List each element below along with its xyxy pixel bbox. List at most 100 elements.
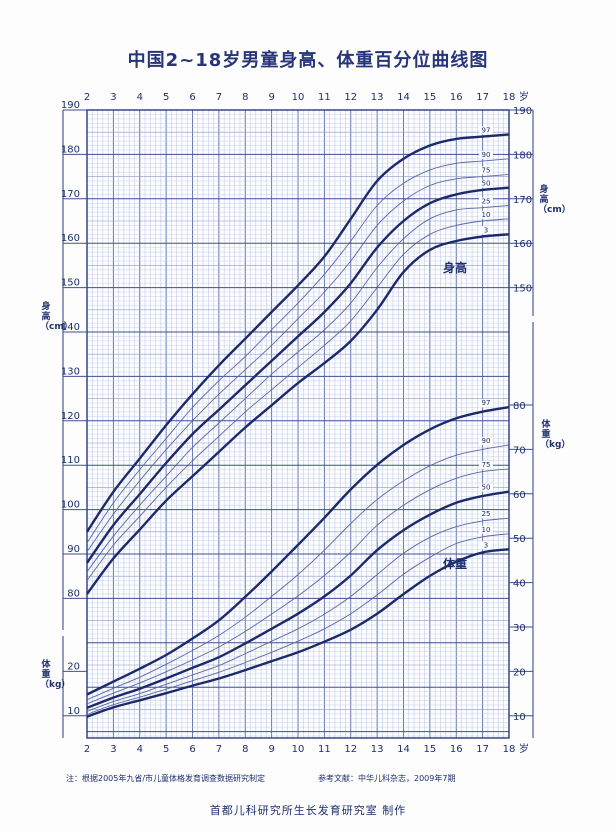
right-weight-axis-label: 体重（kg） (540, 420, 571, 450)
x-tick-label-bottom: 8 (242, 744, 248, 755)
weight-centile-10-line (86, 533, 510, 715)
x-tick-label-bottom: 11 (318, 744, 331, 755)
x-tick-label-bottom: 17 (476, 744, 489, 755)
height-centile-90-label: 90 (482, 151, 491, 159)
weight-centile-97-tag-bg (479, 399, 493, 408)
height-centile-10-tag-bg (479, 210, 493, 219)
height-right-tick-label: 170 (513, 195, 532, 206)
weight-left-tick-label: 10 (67, 706, 80, 717)
height-left-tick-label: 100 (61, 500, 80, 511)
x-tick-label-bottom: 3 (110, 744, 116, 755)
height-centile-10-label: 10 (482, 211, 491, 219)
right-height-axis-label: 身高（cm） (538, 185, 571, 215)
weight-centile-90-label: 90 (482, 437, 491, 445)
weight-centile-50-label: 50 (482, 484, 491, 492)
height-centile-50-label: 50 (482, 180, 491, 188)
x-unit-label-bottom: 岁 (519, 742, 529, 755)
height-left-tick-label: 140 (61, 322, 80, 333)
height-left-tick-label: 90 (67, 544, 80, 555)
footer-note: 注：根据2005年九省/市儿童体格发育调查数据研究制定 (66, 774, 266, 783)
height-centile-50-tag-bg (479, 179, 493, 188)
weight-centile-10-tag-bg (479, 525, 493, 534)
x-tick-label-top: 9 (268, 92, 274, 103)
height-right-tick-label: 180 (513, 150, 532, 161)
x-tick-label-top: 6 (189, 92, 195, 103)
plot-border (86, 109, 510, 739)
height-left-tick-label: 150 (61, 278, 80, 289)
x-tick-label-top: 17 (476, 92, 489, 103)
x-tick-label-top: 3 (110, 92, 116, 103)
weight-centile-75-label: 75 (482, 461, 491, 469)
x-tick-label-top: 18 (503, 92, 516, 103)
x-tick-label-top: 7 (216, 92, 222, 103)
height-centile-25-tag-bg (479, 197, 493, 206)
footer-maker: 首都儿科研究所生长发育研究室 制作 (209, 804, 407, 817)
height-curves: 3 10 25 50 75 90 97 (85, 126, 510, 595)
weight-right-tick-label: 70 (513, 445, 526, 456)
height-left-tick-label: 180 (61, 144, 80, 155)
weight-centile-25-label: 25 (482, 510, 491, 518)
height-left-tick-label: 190 (61, 100, 80, 111)
x-tick-label-bottom: 6 (189, 744, 195, 755)
height-centile-97-tag-bg (479, 126, 493, 135)
height-centile-75-line (86, 173, 510, 553)
weight-centile-97-label: 97 (482, 399, 491, 407)
weight-right-tick-label: 60 (513, 490, 526, 501)
height-centile-25-label: 25 (482, 197, 491, 205)
weight-right-tick-label: 20 (513, 667, 526, 678)
weight-centile-90-line (86, 444, 510, 701)
height-centile-75-label: 75 (482, 166, 491, 174)
x-tick-label-bottom: 7 (216, 744, 222, 755)
height-centile-90-tag-bg (479, 150, 493, 159)
x-tick-label-top: 2 (84, 92, 90, 103)
height-right-tick-label: 150 (513, 284, 532, 295)
x-tick-label-top: 10 (292, 92, 305, 103)
x-tick-label-top: 16 (450, 92, 463, 103)
height-centile-97-line (85, 133, 510, 533)
weight-right-tick-label: 10 (513, 712, 526, 723)
page-title: 中国2~18岁男童身高、体重百分位曲线图 (127, 50, 489, 71)
height-left-tick-label: 160 (61, 233, 80, 244)
weight-centile-97-line (86, 406, 510, 696)
x-tick-label-top: 8 (242, 92, 248, 103)
weight-left-tick-label: 20 (67, 661, 80, 672)
weight-centile-75-tag-bg (479, 460, 493, 469)
chart-grid (86, 109, 510, 738)
x-tick-label-top: 15 (424, 92, 437, 103)
x-tick-label-bottom: 4 (137, 744, 143, 755)
height-left-tick-label: 130 (61, 366, 80, 377)
left-height-axis-label: 身高（cm） (40, 302, 73, 332)
height-left-tick-label: 120 (61, 411, 80, 422)
x-tick-label-bottom: 9 (268, 744, 274, 755)
weight-centile-3-label: 3 (484, 541, 488, 549)
left-weight-axis-label: 体重（kg） (40, 660, 71, 690)
x-tick-label-bottom: 14 (397, 744, 410, 755)
height-centile-97-label: 97 (482, 126, 491, 134)
weight-right-tick-label: 50 (513, 534, 526, 545)
x-tick-label-top: 14 (397, 92, 410, 103)
height-right-tick-label: 160 (513, 239, 532, 250)
x-tick-label-bottom: 5 (163, 744, 169, 755)
height-centile-3-line (86, 233, 510, 595)
weight-right-tick-label: 80 (513, 401, 526, 412)
height-centile-25-line (86, 205, 510, 573)
height-centile-3-tag-bg (479, 226, 493, 235)
x-tick-label-bottom: 18 (503, 744, 516, 755)
x-tick-label-top: 5 (163, 92, 169, 103)
height-left-tick-label: 110 (61, 455, 80, 466)
weight-centile-25-tag-bg (479, 510, 493, 519)
weight-centile-3-tag-bg (479, 541, 493, 550)
weight-centile-50-tag-bg (479, 483, 493, 492)
x-tick-label-bottom: 12 (344, 744, 357, 755)
chart-axes: 2 2 3 3 4 4 5 5 6 6 7 7 8 8 9 9 10 10 11 11 12 12 13 13 14 14 15 15… (61, 90, 534, 755)
weight-centile-25-line (86, 517, 510, 712)
x-tick-label-top: 11 (318, 92, 331, 103)
weight-centile-3-line (86, 548, 510, 718)
height-curve-label: 身高 (443, 260, 467, 275)
height-centile-75-tag-bg (479, 166, 493, 175)
x-unit-label-top: 岁 (519, 90, 529, 103)
footer-reference: 参考文献：中华儿科杂志，2009年7期 (318, 774, 456, 783)
weight-right-tick-label: 40 (513, 579, 526, 590)
height-left-tick-label: 170 (61, 189, 80, 200)
